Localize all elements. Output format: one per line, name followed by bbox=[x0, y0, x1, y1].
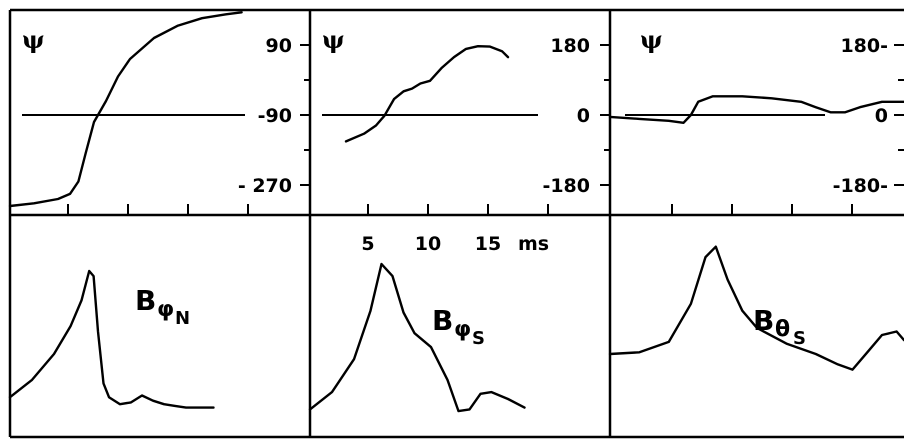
b-label-main: B bbox=[432, 304, 453, 337]
psi-label: ψ bbox=[22, 25, 45, 54]
amplitude-curve bbox=[308, 262, 526, 413]
chart-content: ψ 90 -90 - 270 ψ 180 0 -180 ψ 180- 0 -180- 5 10 15 ms B φ… bbox=[8, 11, 904, 413]
y-tick-label: -180 bbox=[542, 175, 590, 197]
b-label-subsub: S bbox=[472, 328, 485, 349]
x-tick-label: 15 bbox=[475, 233, 501, 255]
phase-panel-3: ψ 180- 0 -180- bbox=[608, 25, 904, 215]
panel-frames bbox=[8, 8, 904, 439]
b-label-main: B bbox=[753, 304, 774, 337]
psi-label: ψ bbox=[640, 25, 663, 54]
phase-curve bbox=[8, 11, 243, 208]
y-tick-label: 0 bbox=[577, 105, 590, 127]
b-label-sub: φ bbox=[454, 317, 471, 342]
y-tick-label: 180- bbox=[840, 35, 888, 57]
x-tick-label: 10 bbox=[415, 233, 441, 255]
b-label-sub: θ bbox=[775, 317, 790, 342]
y-tick-label: 0 bbox=[875, 105, 888, 127]
x-tick-label: 5 bbox=[361, 233, 374, 255]
y-tick-label: - 270 bbox=[238, 175, 292, 197]
amplitude-curve bbox=[608, 245, 904, 371]
phase-curve bbox=[344, 45, 510, 143]
y-tick-label: 180 bbox=[550, 35, 590, 57]
b-label-subsub: N bbox=[175, 308, 190, 329]
phase-panel-2: ψ 180 0 -180 bbox=[322, 25, 610, 215]
amplitude-curve bbox=[8, 269, 215, 409]
psi-label: ψ bbox=[322, 25, 345, 54]
b-label-subsub: S bbox=[793, 328, 806, 349]
phase-panel-1: ψ 90 -90 - 270 bbox=[8, 11, 310, 215]
x-unit-label: ms bbox=[518, 233, 549, 255]
y-tick-label: -90 bbox=[258, 105, 292, 127]
y-tick-label: 90 bbox=[266, 35, 292, 57]
b-label-main: B bbox=[135, 284, 156, 317]
phase-curve bbox=[608, 95, 904, 124]
b-label-sub: φ bbox=[157, 297, 174, 322]
y-tick-label: -180- bbox=[833, 175, 888, 197]
